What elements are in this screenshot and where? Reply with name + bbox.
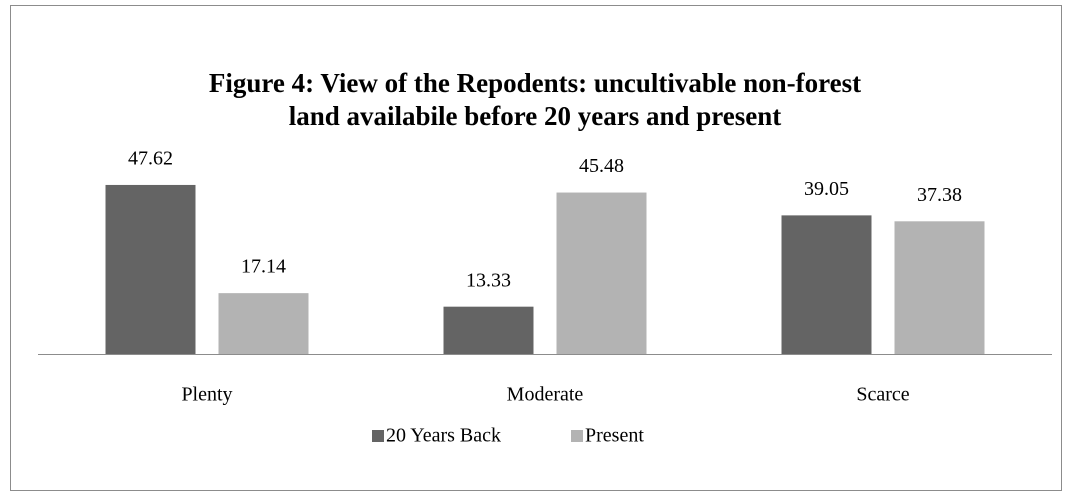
bar — [105, 184, 196, 354]
data-label: 47.62 — [128, 148, 173, 170]
bar — [218, 293, 309, 354]
x-tick-label: Plenty — [181, 384, 232, 406]
x-tick-label: Moderate — [507, 384, 584, 406]
data-label: 37.38 — [917, 184, 962, 206]
data-label: 39.05 — [804, 178, 849, 200]
chart-title: Figure 4: View of the Repodents: unculti… — [209, 68, 861, 98]
legend-label: Present — [585, 425, 644, 447]
legend-swatch — [372, 430, 384, 442]
x-tick-label: Scarce — [856, 384, 909, 406]
bar — [443, 306, 534, 354]
chart-title: land availabile before 20 years and pres… — [289, 101, 782, 131]
data-label: 45.48 — [579, 155, 624, 177]
data-label: 13.33 — [466, 269, 511, 291]
legend-swatch — [571, 430, 583, 442]
bar — [894, 221, 985, 354]
legend-label: 20 Years Back — [386, 425, 501, 447]
data-label: 17.14 — [241, 256, 286, 278]
bar — [556, 192, 647, 354]
bar — [781, 215, 872, 354]
